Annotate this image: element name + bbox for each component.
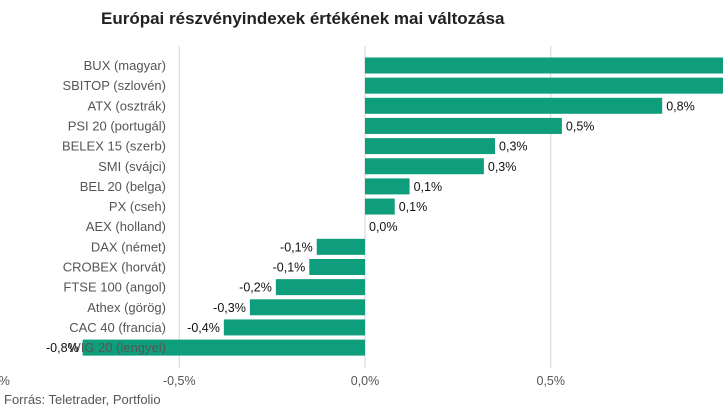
category-label: BELEX 15 (szerb): [62, 139, 166, 154]
category-label: SBITOP (szlovén): [62, 78, 166, 93]
category-label: PX (cseh): [109, 199, 166, 214]
category-label: Athex (görög): [87, 300, 166, 315]
category-label: PSI 20 (portugál): [68, 118, 166, 133]
value-label: -0,1%: [273, 261, 306, 275]
bar: [365, 158, 484, 175]
x-tick-label: -0,5%: [163, 374, 196, 388]
bar: [309, 259, 365, 275]
category-label: BUX (magyar): [84, 58, 166, 73]
category-label: WIG 20 (lengyel): [68, 340, 166, 355]
value-label: -0,4%: [187, 321, 220, 335]
x-axis-ticks: -1,0%-0,5%0,0%0,5%1,0%1,5%: [0, 374, 723, 388]
bar: [365, 138, 496, 155]
value-labels: 1,1%1,1%0,8%0,5%0,3%0,3%0,1%0,1%0,0%-0,1…: [46, 99, 695, 355]
value-label: 0,1%: [399, 200, 428, 214]
bar: [275, 279, 365, 296]
category-label: ATX (osztrák): [88, 98, 167, 113]
value-label: 0,8%: [666, 99, 695, 113]
source-note: Forrás: Teletrader, Portfolio: [4, 392, 161, 407]
bar: [82, 339, 365, 356]
bar: [365, 77, 723, 94]
value-label: 0,3%: [499, 140, 528, 154]
bar: [249, 299, 365, 316]
x-tick-label: 0,5%: [537, 374, 566, 388]
value-label: -0,1%: [280, 240, 313, 254]
value-label: -0,3%: [213, 301, 246, 315]
category-labels: BUX (magyar) SBITOP (szlovén) ATX (osztrák…: [62, 58, 166, 355]
value-label: 0,0%: [369, 220, 398, 234]
bar: [365, 97, 663, 114]
value-label: -0,2%: [239, 281, 272, 295]
bar: [365, 117, 562, 134]
bar: [316, 238, 365, 255]
x-tick-label: -1,0%: [0, 374, 10, 388]
value-label: 0,1%: [414, 180, 443, 194]
bars: [82, 57, 723, 356]
category-label: DAX (német): [91, 239, 166, 254]
x-tick-label: 0,0%: [351, 374, 380, 388]
category-label: SMI (svájci): [98, 159, 166, 174]
value-label: 0,5%: [566, 119, 595, 133]
bar: [365, 178, 410, 195]
bar: [365, 57, 723, 74]
category-label: AEX (holland): [86, 219, 166, 234]
category-label: BEL 20 (belga): [80, 179, 166, 194]
bar: [223, 319, 365, 336]
bar: [365, 198, 395, 215]
category-label: FTSE 100 (angol): [63, 280, 166, 295]
value-label: -0,8%: [46, 341, 79, 355]
value-label: 0,3%: [488, 160, 517, 174]
category-label: CROBEX (horvát): [63, 260, 166, 275]
chart-title: Európai részvényindexek értékének mai vá…: [101, 9, 505, 28]
category-label: CAC 40 (francia): [69, 320, 166, 335]
